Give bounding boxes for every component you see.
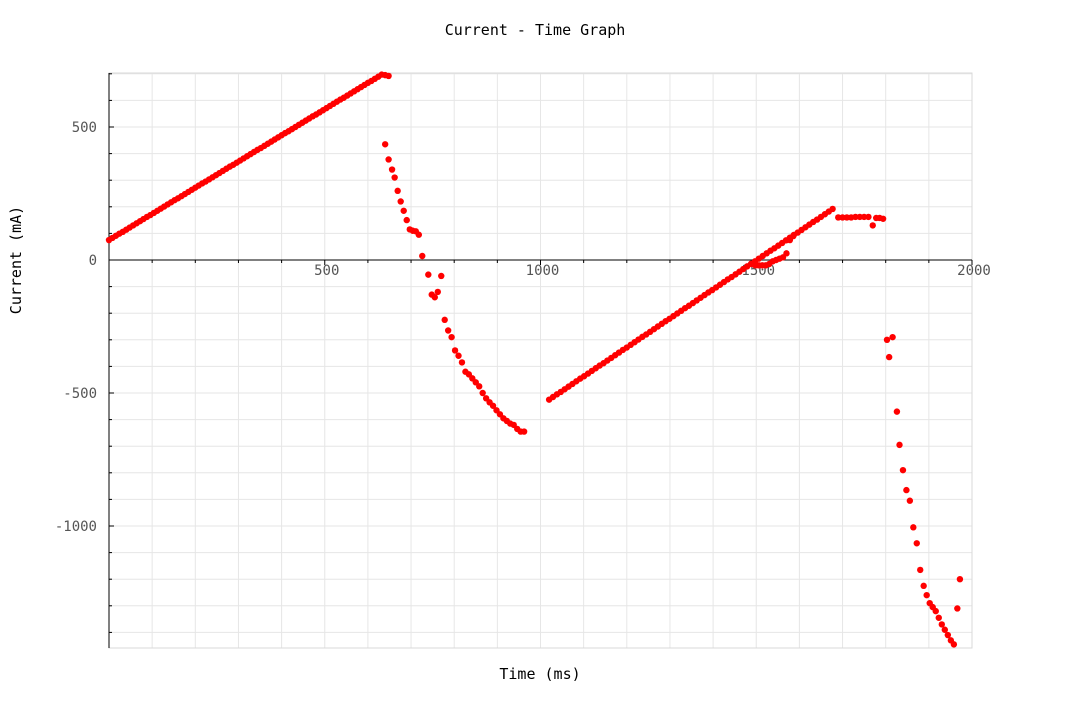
x-tick-label: 1000 — [526, 263, 560, 279]
data-point — [448, 333, 455, 341]
data-point — [783, 250, 790, 257]
y-axis-label: Current (mA) — [7, 206, 25, 314]
data-point — [520, 428, 528, 435]
data-point — [885, 353, 893, 361]
data-point — [941, 626, 949, 633]
data-point — [954, 605, 961, 612]
data-point — [431, 294, 438, 301]
data-point — [476, 383, 483, 390]
y-tick-label: 500 — [72, 120, 97, 136]
data-point — [938, 621, 945, 628]
data-point — [441, 316, 448, 324]
data-point — [400, 207, 407, 214]
x-tick-label: 2000 — [957, 263, 991, 279]
data-point — [903, 486, 910, 494]
data-point — [889, 333, 896, 341]
data-point — [434, 288, 442, 296]
data-point — [419, 252, 426, 260]
data-point — [790, 232, 797, 240]
data-point — [865, 213, 872, 221]
data-point — [455, 352, 462, 359]
data-point — [944, 631, 952, 639]
data-point — [394, 187, 401, 195]
data-point — [829, 205, 836, 213]
data-point — [950, 641, 958, 648]
data-point — [935, 614, 942, 621]
y-tick-label: -500 — [63, 386, 97, 402]
data-point — [397, 198, 404, 205]
data-point — [932, 607, 939, 615]
grid — [109, 73, 972, 648]
data-point — [388, 166, 396, 173]
y-tick-label: -1000 — [55, 519, 97, 535]
data-point — [893, 408, 901, 415]
data-points — [105, 71, 964, 648]
data-point — [451, 347, 459, 354]
data-point — [479, 389, 486, 397]
data-point — [883, 336, 891, 343]
data-point — [438, 272, 445, 280]
data-point — [444, 327, 452, 334]
data-point — [910, 524, 917, 531]
data-point — [920, 582, 927, 590]
data-point — [899, 466, 907, 474]
data-point — [385, 72, 392, 80]
data-point — [923, 591, 930, 599]
data-point — [489, 402, 497, 409]
data-point — [458, 359, 466, 366]
data-point — [879, 215, 887, 222]
x-axis-label: Time (ms) — [499, 665, 580, 683]
axes — [108, 73, 973, 648]
x-tick-label: 500 — [314, 263, 339, 279]
data-point — [385, 156, 392, 163]
data-point — [956, 576, 964, 583]
data-point — [403, 216, 410, 224]
data-point — [906, 497, 914, 504]
data-point — [869, 222, 876, 229]
data-point — [896, 441, 903, 449]
data-point — [381, 141, 389, 148]
y-tick-label: 0 — [89, 253, 97, 269]
data-point — [917, 566, 924, 574]
data-point — [391, 174, 398, 181]
data-point — [425, 271, 432, 278]
data-point — [913, 540, 920, 547]
chart-title: Current - Time Graph — [445, 21, 626, 39]
data-point — [415, 231, 423, 238]
